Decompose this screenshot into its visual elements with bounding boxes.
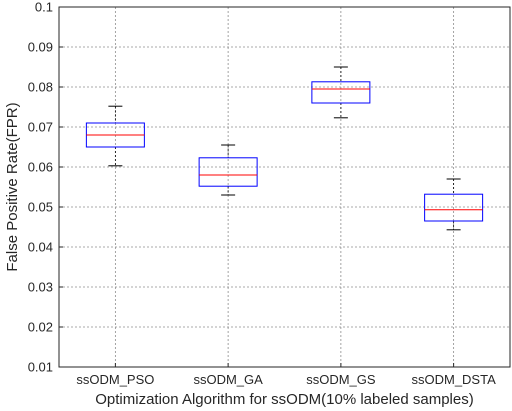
y-axis-ticks: 0.01 0.02 0.03 0.04 0.05 0.06 0.07 0.08 0.09 0.1 [28,0,63,375]
box-ssodm-dsta [424,178,484,231]
x-tick-label: ssODM_DSTA [411,372,496,387]
x-axis-ticks: ssODM_PSO ssODM_GA ssODM_GS ssODM_DSTA [76,363,496,387]
y-tick-label: 0.06 [28,160,53,175]
x-tick-label: ssODM_GA [193,372,263,387]
x-tick-label: ssODM_PSO [76,372,154,387]
y-tick-label: 0.02 [28,320,53,335]
y-tick-label: 0.01 [28,360,53,375]
x-axis-title: Optimization Algorithm for ssODM(10% lab… [95,391,473,408]
y-tick-label: 0.08 [28,80,53,95]
y-tick-label: 0.05 [28,200,53,215]
box-plot-series [85,66,484,231]
y-tick-label: 0.04 [28,240,53,255]
y-axis-title: False Positive Rate(FPR) [4,102,21,271]
grid-lines [59,7,510,367]
y-tick-label: 0.09 [28,40,53,55]
box-ssodm-ga [198,144,258,196]
interquartile-box [198,157,258,187]
y-tick-label: 0.03 [28,280,53,295]
interquartile-box [424,193,484,222]
y-tick-label: 0.07 [28,120,53,135]
plot-area-frame [58,6,511,368]
x-tick-label: ssODM_GS [306,372,376,387]
y-tick-label: 0.1 [35,0,53,15]
box-ssodm-gs [311,66,371,119]
box-ssodm-pso [85,105,145,167]
interquartile-box [311,81,371,104]
